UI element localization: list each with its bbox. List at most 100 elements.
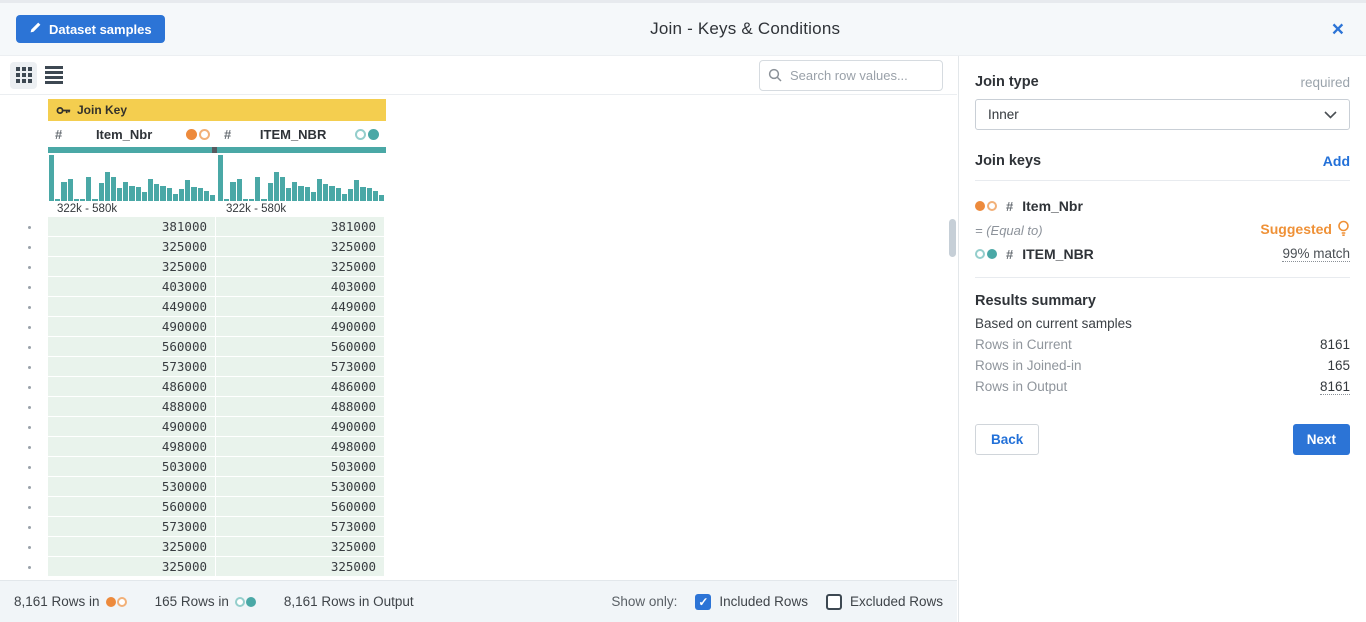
histogram-bar <box>286 188 292 201</box>
table-cell[interactable]: 490000 <box>216 317 385 337</box>
result-row: Rows in Joined-in 165 <box>975 358 1350 373</box>
numeric-type-icon: # <box>1006 198 1014 214</box>
table-row[interactable]: 490000 490000 <box>0 317 957 337</box>
table-cell[interactable]: 486000 <box>48 377 216 397</box>
vertical-scrollbar[interactable] <box>949 219 956 257</box>
table-toolbar <box>0 56 957 95</box>
table-cell[interactable]: 573000 <box>48 517 216 537</box>
row-marker <box>0 417 48 437</box>
histogram-item-nbr <box>49 155 216 201</box>
table-cell[interactable]: 449000 <box>48 297 216 317</box>
excluded-rows-checkbox[interactable]: Excluded Rows <box>825 593 943 610</box>
search-input[interactable] <box>759 59 943 91</box>
table-cell[interactable]: 573000 <box>216 517 385 537</box>
table-cell[interactable]: 488000 <box>216 397 385 417</box>
results-rows: Rows in Current 8161 Rows in Joined-in 165 R… <box>975 337 1350 395</box>
table-cell[interactable]: 381000 <box>48 217 216 237</box>
histogram-bar <box>110 177 117 201</box>
column-header-item-nbr-2[interactable]: # ITEM_NBR <box>217 121 386 147</box>
grid-view-button[interactable] <box>10 61 37 89</box>
table-cell[interactable]: 325000 <box>216 537 385 557</box>
histogram-bar <box>261 199 267 201</box>
table-row[interactable]: 573000 573000 <box>0 517 957 537</box>
table-cell[interactable]: 325000 <box>216 257 385 277</box>
add-key-link[interactable]: Add <box>1322 153 1350 169</box>
table-cell[interactable]: 560000 <box>216 497 385 517</box>
table-row[interactable]: 503000 503000 <box>0 457 957 477</box>
table-cell[interactable]: 530000 <box>216 477 385 497</box>
table-row[interactable]: 498000 498000 <box>0 437 957 457</box>
close-icon[interactable]: × <box>1331 17 1344 41</box>
histogram-bar <box>372 191 378 201</box>
result-value: 8161 <box>1319 379 1350 395</box>
table-cell[interactable]: 486000 <box>216 377 385 397</box>
table-cell[interactable]: 560000 <box>48 337 216 357</box>
histogram-bar <box>209 195 216 201</box>
table-cell[interactable]: 449000 <box>216 297 385 317</box>
table-row[interactable]: 490000 490000 <box>0 417 957 437</box>
table-row[interactable]: 573000 573000 <box>0 357 957 377</box>
table-row[interactable]: 403000 403000 <box>0 277 957 297</box>
table-cell[interactable]: 325000 <box>216 557 385 577</box>
table-row[interactable]: 486000 486000 <box>0 377 957 397</box>
table-cell[interactable]: 560000 <box>48 497 216 517</box>
join-type-select[interactable]: Inner <box>975 99 1350 130</box>
table-row[interactable]: 449000 449000 <box>0 297 957 317</box>
table-cell[interactable]: 325000 <box>48 237 216 257</box>
list-view-button[interactable] <box>45 63 69 87</box>
column-fill-bars <box>48 147 386 153</box>
dataset-samples-button[interactable]: Dataset samples <box>16 15 165 43</box>
table-cell[interactable]: 573000 <box>216 357 385 377</box>
table-cell[interactable]: 403000 <box>216 277 385 297</box>
checkbox-unchecked-icon[interactable] <box>825 593 842 610</box>
join-type-label: Join type <box>975 74 1039 90</box>
table-row[interactable]: 560000 560000 <box>0 337 957 357</box>
table-cell[interactable]: 490000 <box>216 417 385 437</box>
table-cell[interactable]: 381000 <box>216 217 385 237</box>
table-cell[interactable]: 403000 <box>48 277 216 297</box>
table-cell[interactable]: 490000 <box>48 417 216 437</box>
dataset-samples-label: Dataset samples <box>49 21 152 37</box>
histogram-bar <box>230 182 236 201</box>
histogram-bar <box>236 179 242 201</box>
included-rows-checkbox[interactable]: ✓ Included Rows <box>695 593 808 610</box>
table-cell[interactable]: 498000 <box>216 437 385 457</box>
table-row[interactable]: 325000 325000 <box>0 537 957 557</box>
histogram-bar <box>354 180 360 201</box>
row-count-stat: 165 Rows in <box>155 594 256 609</box>
match-percentage-link[interactable]: 99% match <box>1282 245 1350 262</box>
table-cell[interactable]: 325000 <box>48 257 216 277</box>
table-cell[interactable]: 503000 <box>48 457 216 477</box>
column-resize-handle[interactable] <box>212 147 217 153</box>
dataset-indicator-left <box>105 596 127 607</box>
join-key-pair[interactable]: # Item_Nbr = (Equal to) # ITEM_NBR Sugge… <box>975 194 1350 266</box>
row-marker <box>0 497 48 517</box>
table-row[interactable]: 325000 325000 <box>0 237 957 257</box>
table-cell[interactable]: 498000 <box>48 437 216 457</box>
table-cell[interactable]: 573000 <box>48 357 216 377</box>
result-row: Rows in Current 8161 <box>975 337 1350 352</box>
histogram-bar <box>141 192 147 201</box>
right-key-name: ITEM_NBR <box>1022 246 1094 262</box>
next-button[interactable]: Next <box>1292 424 1350 455</box>
checkbox-checked-icon[interactable]: ✓ <box>695 593 712 610</box>
table-row[interactable]: 381000 381000 <box>0 217 957 237</box>
column-header-item-nbr[interactable]: # Item_Nbr <box>48 121 217 147</box>
table-cell[interactable]: 530000 <box>48 477 216 497</box>
histogram-bar <box>92 199 98 201</box>
table-row[interactable]: 325000 325000 <box>0 257 957 277</box>
table-cell[interactable]: 325000 <box>216 237 385 257</box>
back-button[interactable]: Back <box>975 424 1040 455</box>
table-cell[interactable]: 325000 <box>48 537 216 557</box>
table-row[interactable]: 530000 530000 <box>0 477 957 497</box>
table-cell[interactable]: 488000 <box>48 397 216 417</box>
table-cell[interactable]: 503000 <box>216 457 385 477</box>
table-cell[interactable]: 560000 <box>216 337 385 357</box>
table-cell[interactable]: 490000 <box>48 317 216 337</box>
numeric-type-icon: # <box>224 126 232 142</box>
table-row[interactable]: 488000 488000 <box>0 397 957 417</box>
table-row[interactable]: 325000 325000 <box>0 557 957 577</box>
histogram-bar <box>104 172 110 201</box>
table-row[interactable]: 560000 560000 <box>0 497 957 517</box>
table-cell[interactable]: 325000 <box>48 557 216 577</box>
